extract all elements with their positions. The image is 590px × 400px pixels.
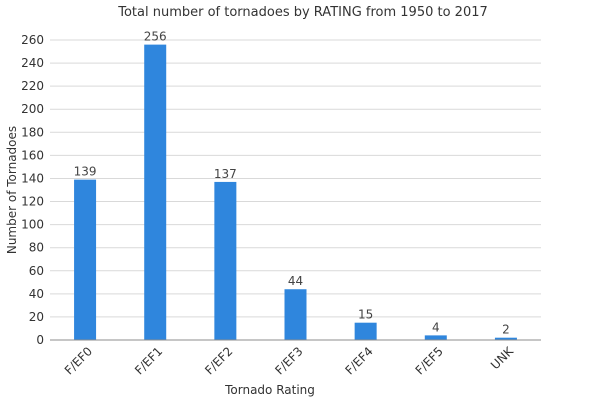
y-tick-label: 180	[21, 125, 44, 139]
x-tick-label: F/EF4	[342, 344, 375, 377]
bars	[74, 44, 517, 340]
y-tick-label: 20	[29, 310, 44, 324]
bar	[74, 179, 97, 340]
y-tick-label: 40	[29, 287, 44, 301]
data-label: 139	[74, 165, 97, 179]
y-tick-label: 100	[21, 218, 44, 232]
x-tick-labels: F/EF0 F/EF1 F/EF2 F/EF3 F/EF4 F/EF5 UNK	[62, 343, 517, 377]
y-tick-label: 80	[29, 241, 44, 255]
y-tick-label: 160	[21, 148, 44, 162]
y-tick-labels: 0 20 40 60 80 100 120 140 160 180 200 220 240 260	[21, 33, 44, 347]
x-tick-label: F/EF5	[413, 344, 446, 377]
data-label: 4	[432, 320, 440, 334]
y-tick-label: 140	[21, 171, 44, 185]
y-tick-label: 200	[21, 102, 44, 116]
data-label: 256	[144, 30, 167, 44]
y-axis-label: Number of Tornadoes	[5, 126, 19, 254]
data-label: 2	[502, 323, 510, 337]
y-tick-label: 240	[21, 56, 44, 70]
y-tick-label: 0	[36, 333, 44, 347]
bar	[284, 289, 307, 340]
grid-lines	[50, 39, 541, 318]
data-label: 44	[288, 274, 303, 288]
bar	[494, 337, 517, 340]
y-tick-label: 260	[21, 33, 44, 47]
x-tick-label: F/EF1	[132, 344, 165, 377]
x-tick-label: F/EF0	[62, 344, 95, 377]
data-label: 137	[214, 167, 237, 181]
chart-title: Total number of tornadoes by RATING from…	[117, 5, 488, 20]
bar	[354, 322, 377, 340]
bar	[424, 335, 447, 340]
y-tick-label: 120	[21, 195, 44, 209]
bar	[214, 181, 237, 340]
bar	[144, 44, 167, 340]
data-label: 15	[358, 308, 373, 322]
y-tick-label: 220	[21, 79, 44, 93]
x-tick-label: UNK	[488, 343, 517, 372]
x-tick-label: F/EF2	[202, 344, 235, 377]
y-tick-label: 60	[29, 264, 44, 278]
x-tick-label: F/EF3	[272, 344, 305, 377]
data-labels: 139 256 137 44 15 4 2	[74, 30, 510, 337]
x-axis-label: Tornado Rating	[224, 383, 315, 397]
